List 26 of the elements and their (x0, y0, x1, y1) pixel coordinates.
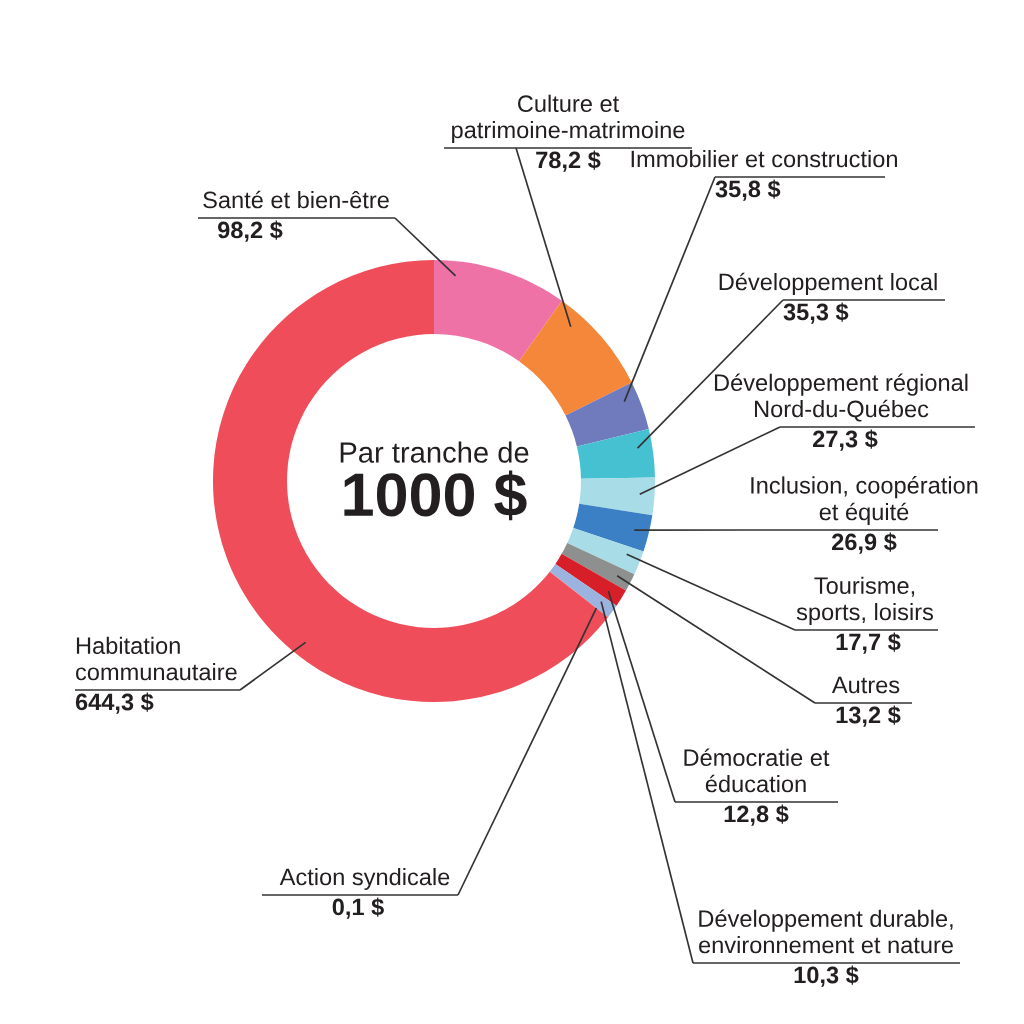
slice-label: Inclusion, coopération et équité (751, 476, 978, 525)
data-label: 0,1 $ (332, 897, 384, 919)
slice-label: Autres (831, 676, 900, 694)
slice-label: Santé et bien-être (203, 190, 389, 209)
slice-label: Immobilier et construction (631, 149, 897, 168)
data-label: 35,3 $ (783, 302, 849, 324)
slice-label: Tourisme, sports, loisirs (796, 576, 934, 625)
data-label: 17,7 $ (836, 632, 901, 654)
text: Par tranche de (340, 441, 529, 463)
slice-label: Développement local (719, 272, 937, 295)
slice-label: Développement régional Nord-du-Québec (714, 373, 968, 422)
data-label: 12,8 $ (724, 804, 789, 826)
data-label: 644,3 $ (75, 692, 154, 714)
slice-label: Action syndicale (279, 867, 450, 890)
slice-label: Démocratie et éducation (684, 748, 830, 793)
data-label: 98,2 $ (218, 220, 283, 242)
slice-label: Culture et patrimoine-matrimoine (452, 94, 685, 143)
data-label: 26,9 $ (832, 532, 897, 554)
data-label: 35,8 $ (715, 179, 781, 201)
data-label: 78,2 $ (536, 150, 601, 172)
text: 1000 $ (344, 470, 527, 521)
data-label: 13,2 $ (836, 705, 901, 727)
slice-label: Habitation communautaire (76, 636, 237, 681)
slice-label: Développement durable, environnement et nature (699, 909, 953, 954)
data-label: 27,3 $ (813, 429, 878, 451)
data-label: 10,3 $ (794, 965, 859, 987)
